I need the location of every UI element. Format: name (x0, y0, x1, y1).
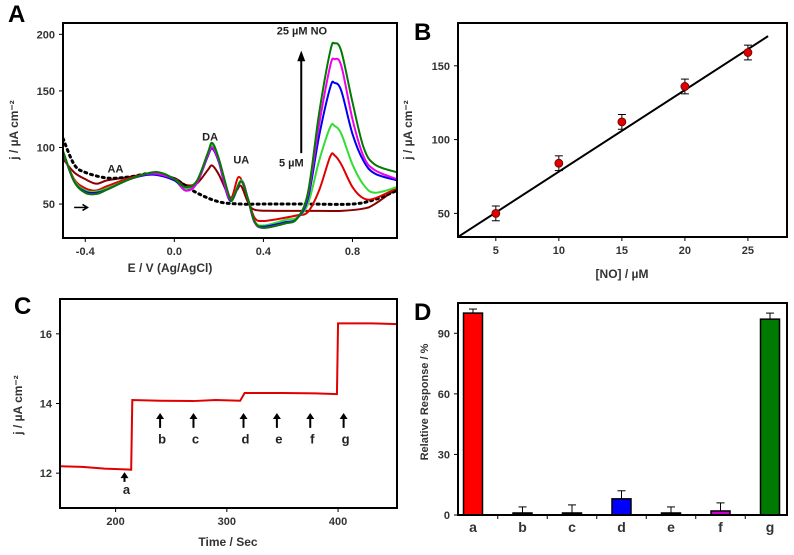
bar-g (759, 318, 781, 516)
plot-area (60, 322, 397, 471)
injection-label-g: g (342, 431, 350, 446)
arrow-up-icon (306, 412, 315, 419)
category-label-c: c (568, 519, 576, 535)
bar-a (462, 312, 484, 516)
x-tick-label: 300 (218, 516, 236, 528)
data-point (743, 48, 753, 57)
y-tick-label: 200 (37, 29, 55, 41)
y-tick-label: 0 (444, 510, 450, 522)
y-tick-label: 100 (432, 135, 450, 147)
annotation-25um-no: 25 µM NO (277, 25, 328, 37)
data-point (617, 117, 627, 127)
injection-label-a: a (123, 482, 131, 497)
x-axis-label: Time / Sec (198, 535, 257, 549)
annotation-da: DA (202, 132, 218, 144)
y-tick-label: 150 (432, 61, 450, 73)
annotation-5um: 5 µM (279, 158, 304, 170)
y-tick-label: 16 (40, 329, 52, 341)
arrow-up-icon (339, 412, 348, 419)
series-line-5-M (63, 146, 397, 223)
bar-d (611, 498, 632, 516)
x-tick-label: 0.4 (256, 246, 272, 258)
x-axis-label: [NO] / µM (596, 267, 649, 281)
panel-letter-c: C (14, 293, 31, 320)
fit-line (457, 35, 769, 238)
y-tick-label: 14 (40, 399, 53, 411)
panel-c: C Time / Sec j / µA cm⁻² 12 14 16 200 300 400… (11, 293, 398, 549)
panel-letter-d: D (414, 299, 431, 326)
x-tick-label: 10 (553, 245, 565, 257)
x-tick-label: 0.0 (167, 246, 182, 258)
series-line-dotted (63, 136, 397, 206)
category-label-a: a (469, 519, 477, 535)
y-tick-label: 12 (40, 468, 52, 480)
injection-label-d: d (242, 431, 250, 446)
arrow-up-icon (239, 412, 248, 419)
injection-label-b: b (158, 431, 166, 446)
plot-area (63, 41, 397, 229)
x-axis-label: E / V (Ag/AgCl) (128, 261, 213, 275)
data-point (554, 158, 564, 168)
arrow-up-icon (156, 412, 165, 419)
annotation-aa: AA (108, 163, 124, 175)
annotation-ua: UA (233, 154, 249, 166)
x-tick-label: 20 (679, 245, 691, 257)
x-tick-label: 400 (329, 516, 347, 528)
series-line-blank (63, 158, 397, 213)
injection-label-e: e (275, 431, 282, 446)
plot-frame (457, 22, 788, 238)
category-label-e: e (667, 519, 675, 535)
y-tick-label: 50 (438, 208, 450, 220)
category-label-b: b (518, 519, 527, 535)
panel-d: D Relative Response / % a b c d e f g 0 30 60 90 (414, 299, 788, 535)
amperometric-trace (60, 322, 397, 471)
arrow-up-icon (189, 412, 198, 419)
arrow-right-icon (82, 203, 89, 212)
category-label-f: f (718, 519, 723, 535)
y-axis-label: j / µA cm⁻² (11, 375, 25, 435)
data-point (680, 82, 690, 91)
panel-letter-a: A (8, 1, 25, 28)
arrow-up-icon (120, 472, 129, 479)
y-tick-label: 60 (438, 389, 450, 401)
injection-label-f: f (310, 431, 315, 446)
plot-frame (59, 298, 398, 509)
injection-label-c: c (192, 431, 199, 446)
plot-frame (62, 22, 398, 239)
y-tick-label: 150 (37, 86, 55, 98)
y-axis-label: j / µA cm⁻² (7, 100, 21, 160)
data-point (491, 208, 501, 218)
x-tick-label: 0.8 (345, 246, 360, 258)
panel-b: B [NO] / µM j / µA cm⁻² 50 100 150 5 10 15 20 2… (401, 19, 788, 281)
category-label-g: g (766, 519, 775, 535)
x-tick-label: 25 (742, 245, 754, 257)
panel-letter-b: B (414, 19, 431, 46)
y-axis-label: Relative Response / % (419, 343, 431, 460)
panel-a: A E / V (Ag/AgCl) j / µA cm⁻² 50 100 150 20… (7, 1, 398, 275)
y-tick-label: 100 (37, 142, 55, 154)
arrow-up-icon (297, 50, 306, 62)
series-line-25-M (63, 41, 397, 229)
y-tick-label: 90 (438, 328, 450, 340)
x-tick-label: 5 (493, 245, 499, 257)
arrow-up-icon (272, 412, 281, 419)
y-tick-label: 30 (438, 449, 450, 461)
y-axis-label: j / µA cm⁻² (401, 100, 415, 160)
x-tick-label: 15 (616, 245, 628, 257)
x-tick-label: 200 (106, 516, 124, 528)
category-label-d: d (617, 519, 626, 535)
y-tick-label: 50 (43, 199, 55, 211)
plot-frame (457, 302, 788, 516)
x-tick-label: -0.4 (76, 246, 96, 258)
